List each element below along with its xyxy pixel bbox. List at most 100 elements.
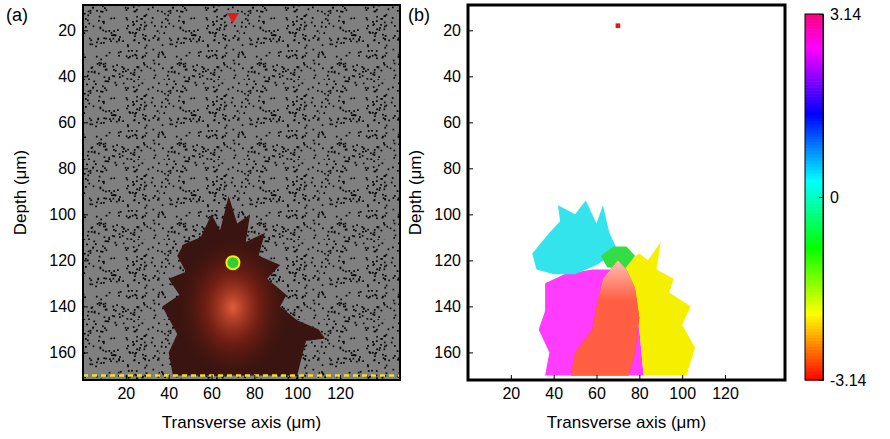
marks [532, 23, 695, 375]
x-tick: 80 [246, 375, 264, 402]
plot-frame [83, 5, 400, 380]
colorbar-tick-mark [819, 14, 823, 15]
x-axis-title: Transverse axis (μm) [547, 413, 706, 432]
plot-frame [468, 5, 785, 380]
x-tick: 120 [327, 375, 354, 402]
y-axis-title: Depth (μm) [11, 150, 30, 235]
colorbar-tick: 3.14 [819, 6, 861, 23]
y-axis: 20 40 60 80 100 120 140 160 [434, 6, 473, 381]
x-tick: 20 [502, 375, 520, 402]
x-tick-label: 100 [284, 385, 311, 402]
y-tick-mark [468, 214, 473, 215]
colorbar-tick-label: 0 [830, 189, 839, 206]
y-axis: 20406080100120140160 [49, 6, 88, 381]
y-tick-label: 60 [443, 114, 461, 131]
y-tick-label: 120 [49, 252, 76, 269]
x-tick-mark [639, 375, 640, 380]
x-tick-mark [597, 375, 598, 380]
y-tick: 60 [58, 114, 88, 131]
colorbar-tick-label: -3.14 [830, 372, 867, 389]
x-axis: 20 40 60 80 100 120 [469, 375, 786, 402]
y-tick: 160 [434, 344, 473, 361]
x-tick-label: 40 [160, 385, 178, 402]
x-axis-title: Transverse axis (μm) [162, 413, 321, 432]
colorbar-cell [805, 14, 823, 18]
x-tick-label: 60 [588, 385, 606, 402]
y-tick: 40 [58, 68, 88, 85]
x-tick: 40 [545, 375, 563, 402]
y-tick: 40 [443, 68, 473, 85]
y-tick: 100 [434, 206, 473, 223]
colorbar-tick: 0 [819, 189, 839, 206]
y-tick-mark [468, 76, 473, 77]
x-tick: 40 [160, 375, 178, 402]
x-tick-label: 20 [117, 385, 135, 402]
y-tick: 80 [58, 160, 88, 177]
marker [616, 23, 621, 28]
colorbar-tick: -3.14 [819, 372, 867, 389]
y-tick-label: 120 [434, 252, 461, 269]
y-axis-line [469, 6, 474, 381]
y-tick-label: 60 [58, 114, 76, 131]
y-tick: 120 [434, 252, 473, 269]
x-tick: 20 [117, 375, 135, 402]
x-tick-label: 40 [545, 385, 563, 402]
speckle [83, 5, 400, 380]
colorbar-tick-label: 3.14 [830, 6, 861, 23]
y-tick-label: 140 [434, 298, 461, 315]
colorbar-tick-mark [819, 380, 823, 381]
y-tick-mark [468, 260, 473, 261]
x-tick-mark [725, 375, 726, 380]
glow [178, 238, 288, 378]
y-axis-line [84, 6, 89, 381]
y-tick-label: 80 [443, 160, 461, 177]
y-tick-label: 100 [49, 206, 76, 223]
plot-background [83, 5, 400, 380]
x-tick-mark [169, 375, 170, 380]
y-axis-title: Depth (μm) [406, 150, 425, 235]
y-tick: 20 [443, 22, 473, 39]
y-tick-mark [83, 352, 88, 353]
y-tick-label: 140 [49, 298, 76, 315]
y-tick-mark [83, 214, 88, 215]
y-tick-label: 160 [434, 344, 461, 361]
y-tick-label: 40 [443, 68, 461, 85]
x-axis: 20406080100120 [84, 375, 401, 402]
x-tick-label: 100 [669, 385, 696, 402]
figure: 20 40 60 80 100 120 20 40 60 80 100 120 140 160 Transv… [0, 0, 890, 439]
marker [227, 13, 239, 23]
y-tick: 140 [49, 298, 88, 315]
x-tick: 80 [631, 375, 649, 402]
x-tick-label: 120 [327, 385, 354, 402]
x-tick: 120 [712, 375, 739, 402]
x-tick-label: 80 [631, 385, 649, 402]
x-tick-label: 80 [246, 385, 264, 402]
y-tick-mark [83, 168, 88, 169]
y-tick-mark [83, 306, 88, 307]
marks [83, 13, 400, 378]
y-tick: 20 [58, 22, 88, 39]
x-tick-label: 20 [502, 385, 520, 402]
y-tick: 60 [443, 114, 473, 131]
y-tick-label: 100 [434, 206, 461, 223]
x-tick-mark [254, 375, 255, 380]
y-tick-mark [83, 30, 88, 31]
colorbar-axis-line [819, 15, 824, 381]
plot-background [468, 5, 785, 380]
y-tick-label: 20 [58, 22, 76, 39]
y-tick-mark [83, 76, 88, 77]
y-tick: 120 [49, 252, 88, 269]
y-tick-mark [468, 168, 473, 169]
panel: 2040608010012020406080100120140160Transv… [6, 5, 401, 432]
panel-letter: (b) [408, 5, 430, 25]
y-tick: 80 [443, 160, 473, 177]
colorbar-axis: -3.14 0 3.14 [819, 6, 867, 389]
x-tick-mark [340, 375, 341, 380]
panel-letter: (a) [6, 5, 28, 25]
dashed-line [83, 374, 400, 377]
colorbar-tick-mark [819, 197, 823, 198]
colorbar-frame [805, 14, 823, 380]
marker [226, 256, 239, 269]
x-tick-mark [126, 375, 127, 380]
x-tick-mark [297, 375, 298, 380]
